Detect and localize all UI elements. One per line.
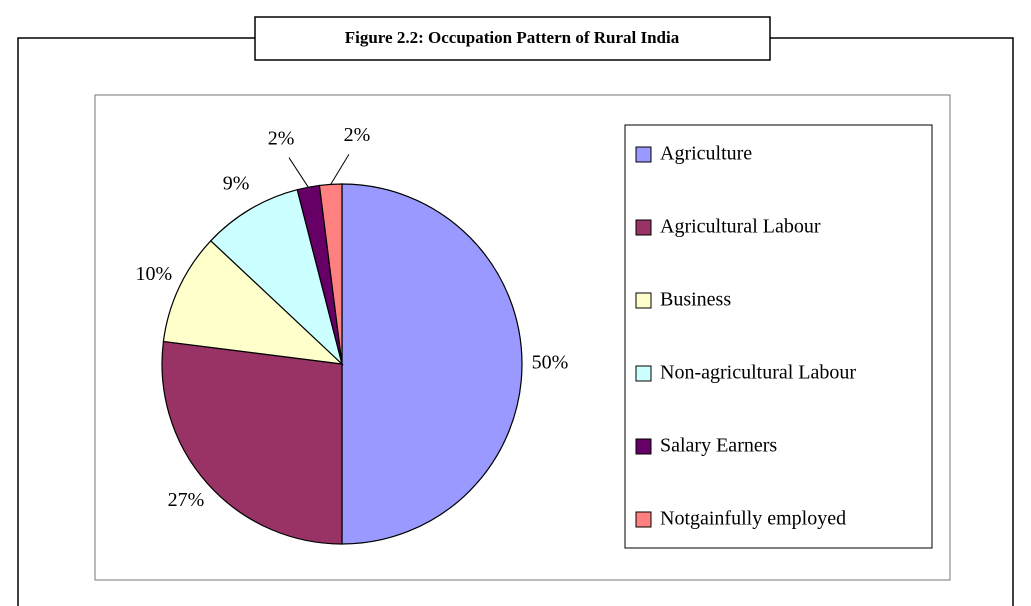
leader-line <box>330 154 350 185</box>
data-label: 50% <box>532 352 569 374</box>
leader-line <box>288 157 309 188</box>
legend-label: Business <box>660 289 731 311</box>
legend-swatch <box>635 146 652 163</box>
legend-swatch <box>635 365 652 382</box>
data-label: 2% <box>344 124 371 146</box>
pie-slice <box>341 183 523 545</box>
title-box <box>254 16 771 61</box>
legend-swatch <box>635 438 652 455</box>
pie-slice <box>161 340 343 545</box>
legend-label: Agriculture <box>660 143 752 165</box>
chart-title: Figure 2.2: Occupation Pattern of Rural … <box>345 28 680 47</box>
pie-slice <box>209 188 344 366</box>
data-label: 2% <box>268 127 295 149</box>
legend-box <box>624 124 933 549</box>
data-label: 10% <box>135 263 172 285</box>
legend-label: Non-agricultural Labour <box>660 362 856 384</box>
legend-label: Salary Earners <box>660 435 777 457</box>
legend-label: Agricultural Labour <box>660 216 821 238</box>
data-label: 27% <box>168 489 205 511</box>
data-label: 9% <box>223 173 250 195</box>
legend-swatch <box>635 219 652 236</box>
pie-slice <box>162 239 344 365</box>
legend-label: Notgainfully employed <box>660 508 846 530</box>
legend-swatch <box>635 511 652 528</box>
legend-swatch <box>635 292 652 309</box>
